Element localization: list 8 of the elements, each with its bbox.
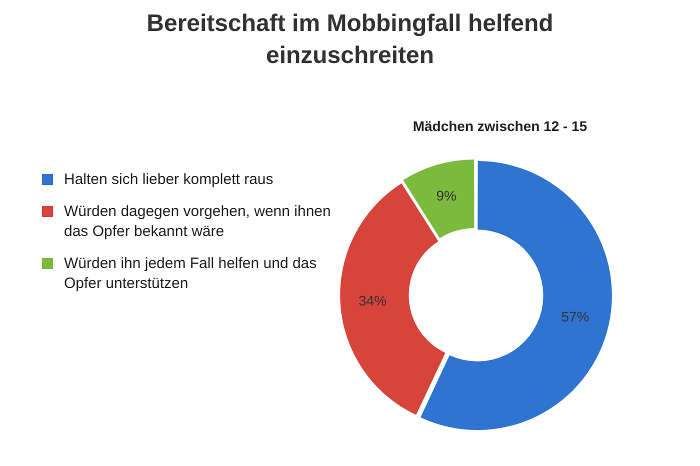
chart-subtitle: Mädchen zwischen 12 - 15 xyxy=(412,118,588,134)
data-label: 9% xyxy=(436,187,456,204)
data-label: 57% xyxy=(561,308,590,324)
legend-label: Würden dagegen vorgehen, wenn ihnen das Opfer bekannt wäre xyxy=(64,203,331,240)
chart-title: Bereitschaft im Mobbingfall helfend einzuschreiten xyxy=(146,9,554,71)
legend-label: Würden ihn jedem Fall helfen und das Opfer unterstützen xyxy=(64,255,317,292)
legend-label: Halten sich lieber komplett raus xyxy=(64,171,274,188)
data-label: 34% xyxy=(358,292,387,308)
